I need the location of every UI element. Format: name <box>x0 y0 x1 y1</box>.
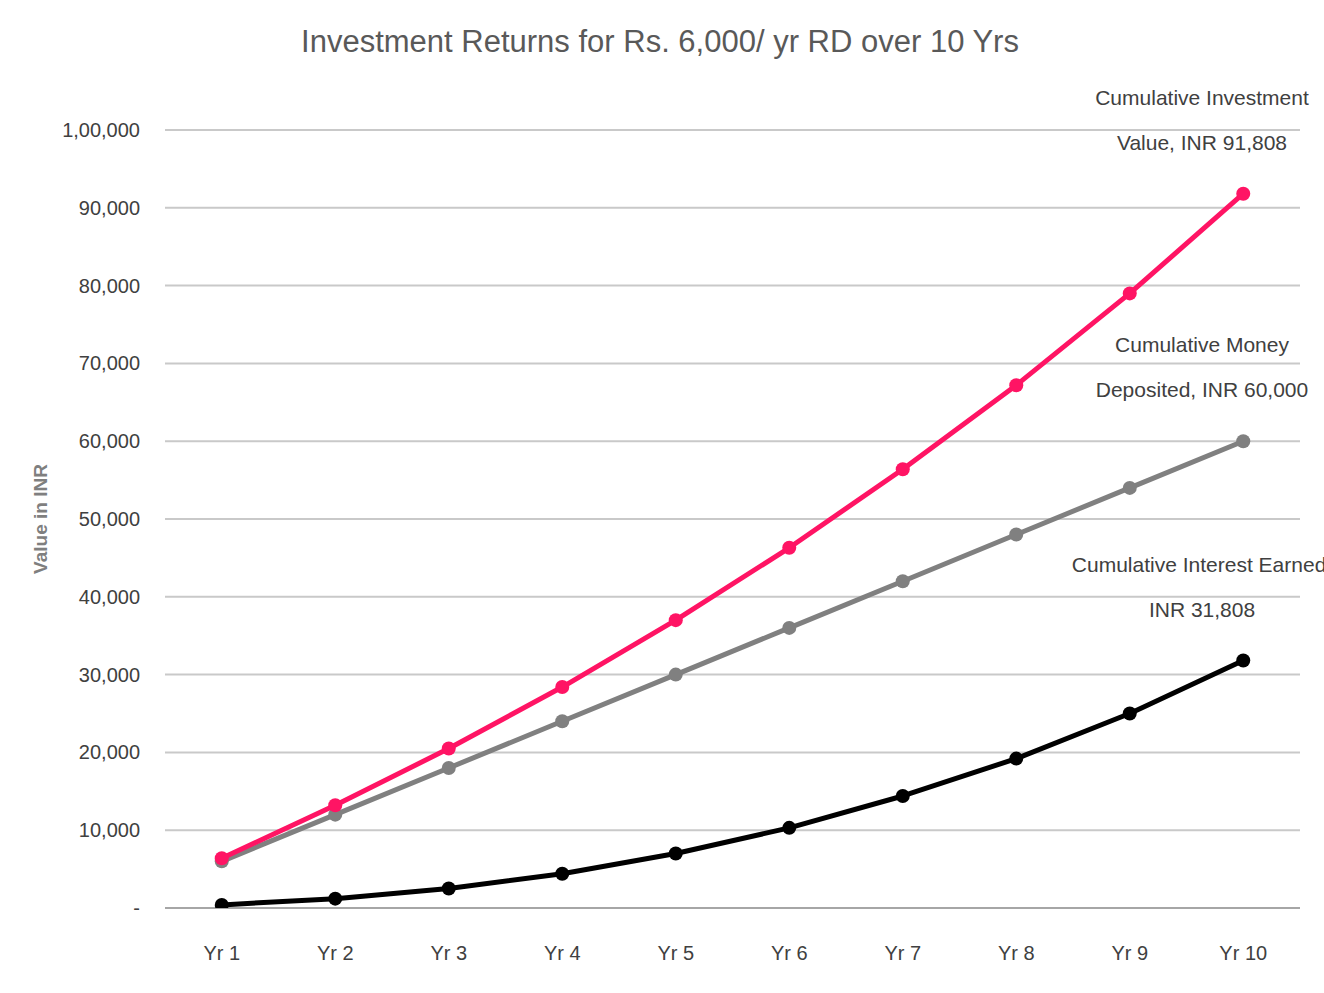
x-tick-label: Yr 7 <box>884 942 921 964</box>
series-marker <box>555 680 569 694</box>
y-tick-label: 10,000 <box>79 819 140 841</box>
plot-area <box>215 187 1251 908</box>
grid-line <box>165 362 1300 364</box>
series-line <box>222 194 1244 858</box>
grid-line <box>165 674 1300 676</box>
series-marker <box>1009 528 1023 542</box>
series-marker <box>896 574 910 588</box>
series-marker <box>442 882 456 896</box>
x-tick-label: Yr 6 <box>771 942 808 964</box>
series-marker <box>442 761 456 775</box>
series-marker <box>215 898 229 908</box>
series-marker <box>215 851 229 865</box>
y-tick-label: 90,000 <box>79 197 140 219</box>
x-tick-label: Yr 1 <box>203 942 240 964</box>
x-tick-label: Yr 8 <box>998 942 1035 964</box>
y-tick-label: 20,000 <box>79 741 140 763</box>
title: Investment Returns for Rs. 6,000/ yr RD … <box>301 24 1019 59</box>
x-tick-label: Yr 9 <box>1111 942 1148 964</box>
series-annotation: Cumulative MoneyDeposited, INR 60,000 <box>1096 333 1308 401</box>
series-marker <box>1123 707 1137 721</box>
grid-line <box>165 518 1300 520</box>
series-marker <box>669 847 683 861</box>
series-marker <box>555 714 569 728</box>
series-line <box>222 441 1244 861</box>
grid-line <box>165 596 1300 598</box>
grid-line <box>165 285 1300 287</box>
series-marker <box>328 892 342 906</box>
series-marker <box>669 668 683 682</box>
x-tick-label: Yr 4 <box>544 942 581 964</box>
series-marker <box>328 798 342 812</box>
y-tick-label: - <box>133 897 140 919</box>
series-marker <box>1236 187 1250 201</box>
grid-line <box>165 207 1300 209</box>
y-tick-label: 60,000 <box>79 430 140 452</box>
series-marker <box>1009 378 1023 392</box>
series-marker <box>782 621 796 635</box>
series-annotation: Cumulative InvestmentValue, INR 91,808 <box>1095 86 1309 154</box>
grid-line <box>165 907 1300 909</box>
y-tick-label: 70,000 <box>79 352 140 374</box>
series-marker <box>782 541 796 555</box>
series-marker <box>669 613 683 627</box>
annotations: Cumulative Interest Earned,INR 31,808 Cum… <box>1072 86 1324 621</box>
x-tick-label: Yr 3 <box>430 942 467 964</box>
series-marker <box>1009 752 1023 766</box>
series-marker <box>442 742 456 756</box>
y-axis-label: Value in INR <box>30 464 51 574</box>
chart: Investment Returns for Rs. 6,000/ yr RD … <box>0 0 1324 993</box>
y-tick-label: 40,000 <box>79 586 140 608</box>
series-marker <box>555 867 569 881</box>
series-marker <box>1236 654 1250 668</box>
y-tick-label: 1,00,000 <box>62 119 140 141</box>
x-tick-label: Yr 5 <box>657 942 694 964</box>
x-tick-label: Yr 10 <box>1219 942 1267 964</box>
grid-line <box>165 751 1300 753</box>
series-marker <box>1123 481 1137 495</box>
series-marker <box>1123 286 1137 300</box>
grid-line <box>165 440 1300 442</box>
grid-line <box>165 829 1300 831</box>
series-marker <box>896 462 910 476</box>
y-tick-label: 80,000 <box>79 275 140 297</box>
y-tick-label: 30,000 <box>79 664 140 686</box>
series-marker <box>782 821 796 835</box>
series-marker <box>1236 434 1250 448</box>
y-tick-label: 50,000 <box>79 508 140 530</box>
series-annotation: Cumulative Interest Earned,INR 31,808 <box>1072 553 1324 621</box>
series-marker <box>896 789 910 803</box>
x-tick-label: Yr 2 <box>317 942 354 964</box>
